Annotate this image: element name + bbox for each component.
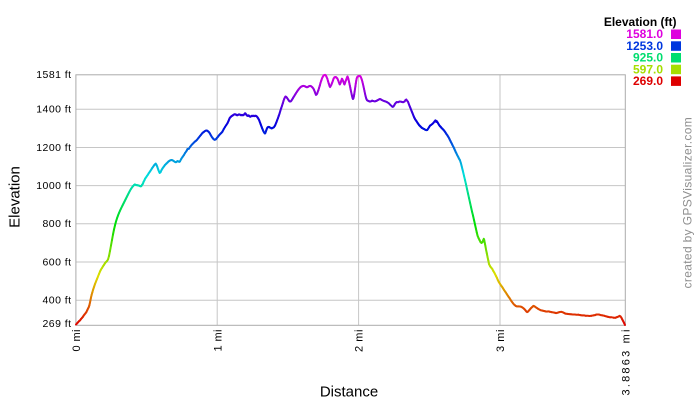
svg-text:3 mi: 3 mi: [495, 330, 507, 352]
svg-text:1581 ft: 1581 ft: [36, 69, 71, 81]
svg-text:2 mi: 2 mi: [354, 330, 366, 353]
svg-text:1200 ft: 1200 ft: [36, 142, 71, 154]
svg-text:3.8863 mi: 3.8863 mi: [620, 330, 632, 396]
svg-text:0 mi: 0 mi: [71, 330, 83, 352]
svg-text:600 ft: 600 ft: [43, 256, 72, 268]
svg-text:1 mi: 1 mi: [212, 330, 224, 352]
svg-text:1000 ft: 1000 ft: [36, 180, 71, 192]
svg-text:925.0: 925.0: [633, 51, 663, 65]
svg-text:Distance: Distance: [320, 384, 378, 400]
svg-text:Elevation: Elevation: [7, 166, 24, 228]
svg-text:Elevation (ft): Elevation (ft): [604, 15, 677, 29]
svg-text:269.0: 269.0: [633, 74, 663, 88]
svg-text:1581.0: 1581.0: [626, 27, 663, 41]
svg-text:269 ft: 269 ft: [43, 318, 72, 330]
svg-text:created by GPSVisualizer.com: created by GPSVisualizer.com: [681, 117, 695, 289]
svg-text:1400 ft: 1400 ft: [36, 104, 71, 116]
svg-text:1253.0: 1253.0: [626, 39, 663, 53]
svg-text:400 ft: 400 ft: [43, 295, 72, 307]
svg-text:597.0: 597.0: [633, 62, 663, 76]
svg-text:800 ft: 800 ft: [43, 218, 72, 230]
